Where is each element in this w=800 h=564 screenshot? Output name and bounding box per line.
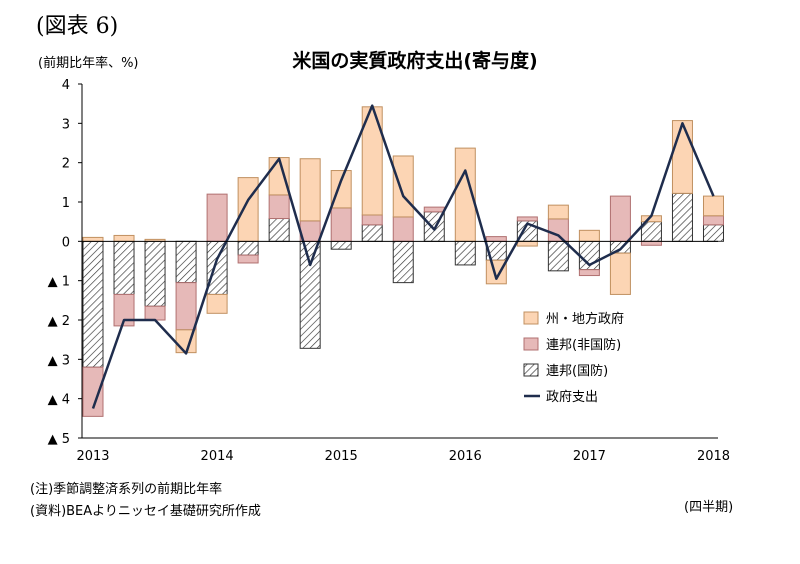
x-tick-label: 2015 bbox=[325, 449, 358, 464]
legend-label: 政府支出 bbox=[546, 390, 598, 405]
bar-defense bbox=[454, 240, 476, 266]
bar-nondefense bbox=[330, 207, 352, 242]
bar-state_local bbox=[702, 195, 724, 217]
bar-defense bbox=[299, 240, 321, 349]
bar-nondefense bbox=[268, 194, 290, 220]
bar-nondefense bbox=[609, 195, 631, 242]
bar-nondefense bbox=[547, 218, 569, 242]
x-tick-label: 2013 bbox=[76, 449, 109, 464]
bar-state_local bbox=[516, 240, 538, 247]
bar-defense bbox=[268, 218, 290, 242]
legend-swatch-state_local bbox=[523, 311, 539, 325]
legend-label: 連邦(国防) bbox=[546, 363, 608, 379]
y-tick-label: 4 bbox=[62, 78, 70, 93]
y-tick-label: 0 bbox=[62, 235, 70, 250]
bar-nondefense bbox=[423, 206, 445, 213]
y-tick-label: ▲ 1 bbox=[48, 275, 70, 290]
bar-state_local bbox=[609, 252, 631, 295]
bar-nondefense bbox=[485, 236, 507, 242]
bar-nondefense bbox=[578, 269, 600, 277]
bar-state_local bbox=[113, 234, 135, 242]
bar-defense bbox=[206, 240, 228, 295]
bar-state_local bbox=[578, 229, 600, 242]
bar-nondefense bbox=[82, 366, 104, 417]
bar-state_local bbox=[299, 158, 321, 222]
bar-nondefense bbox=[516, 216, 538, 222]
bar-nondefense bbox=[206, 193, 228, 242]
y-tick-label: ▲ 4 bbox=[48, 393, 70, 408]
total-spending-line bbox=[91, 104, 715, 409]
bar-defense bbox=[547, 240, 569, 272]
legend-swatch-defense bbox=[523, 363, 539, 377]
x-tick-label: 2018 bbox=[697, 449, 730, 464]
bar-nondefense bbox=[113, 293, 135, 327]
legend-swatch-nondefense bbox=[523, 337, 539, 351]
bar-state_local bbox=[547, 204, 569, 220]
legend-label: 州・地方政府 bbox=[546, 311, 624, 327]
bar-defense bbox=[144, 240, 166, 307]
legend-label: 連邦(非国防) bbox=[546, 337, 621, 353]
bar-defense bbox=[330, 240, 352, 250]
bar-defense bbox=[237, 240, 259, 256]
bar-nondefense bbox=[361, 214, 383, 226]
bars-group bbox=[82, 106, 724, 417]
bar-defense bbox=[392, 240, 414, 284]
bar-state_local bbox=[671, 120, 693, 194]
y-tick-label: ▲ 5 bbox=[48, 432, 70, 447]
bar-state_local bbox=[330, 170, 352, 209]
bar-defense bbox=[175, 240, 197, 284]
bar-nondefense bbox=[702, 215, 724, 226]
y-tick-label: 1 bbox=[62, 196, 70, 211]
axes-group: 4 3 2 1 0 ▲ 1 ▲ 2 ▲ 3 ▲ 4 ▲ 5 2013 2014 2015 2016 2017… bbox=[48, 78, 730, 464]
bar-defense bbox=[113, 240, 135, 295]
x-tick-label: 2017 bbox=[573, 449, 606, 464]
bar-nondefense bbox=[144, 305, 166, 321]
bar-state_local bbox=[485, 259, 507, 285]
y-tick-label: ▲ 3 bbox=[48, 353, 70, 368]
bar-nondefense bbox=[640, 240, 662, 246]
bar-defense bbox=[702, 224, 724, 242]
x-tick-label: 2016 bbox=[449, 449, 482, 464]
x-tick-label: 2014 bbox=[201, 449, 234, 464]
bar-state_local bbox=[206, 293, 228, 314]
bar-defense bbox=[82, 240, 104, 368]
bar-state_local bbox=[392, 155, 414, 218]
bar-state_local bbox=[237, 177, 259, 242]
source-line: (資料)BEAよりニッセイ基礎研究所作成 bbox=[30, 504, 261, 519]
y-tick-label: ▲ 2 bbox=[48, 314, 70, 329]
figure-label: (図表 6) bbox=[36, 14, 119, 39]
bar-state_local bbox=[82, 236, 104, 242]
bar-defense bbox=[671, 192, 693, 242]
bar-nondefense bbox=[392, 216, 414, 242]
chart-title: 米国の実質政府支出(寄与度) bbox=[292, 50, 538, 72]
note-line: (注)季節調整済系列の前期比年率 bbox=[30, 482, 223, 497]
bar-nondefense bbox=[175, 282, 197, 331]
total-line-group bbox=[91, 104, 715, 409]
y-axis-unit-label: (前期比年率、%) bbox=[38, 56, 139, 71]
x-axis-period-label: (四半期) bbox=[684, 500, 734, 515]
y-tick-label: 2 bbox=[62, 157, 70, 172]
bar-nondefense bbox=[237, 254, 259, 264]
bar-defense bbox=[361, 224, 383, 242]
y-tick-label: 3 bbox=[62, 117, 70, 132]
